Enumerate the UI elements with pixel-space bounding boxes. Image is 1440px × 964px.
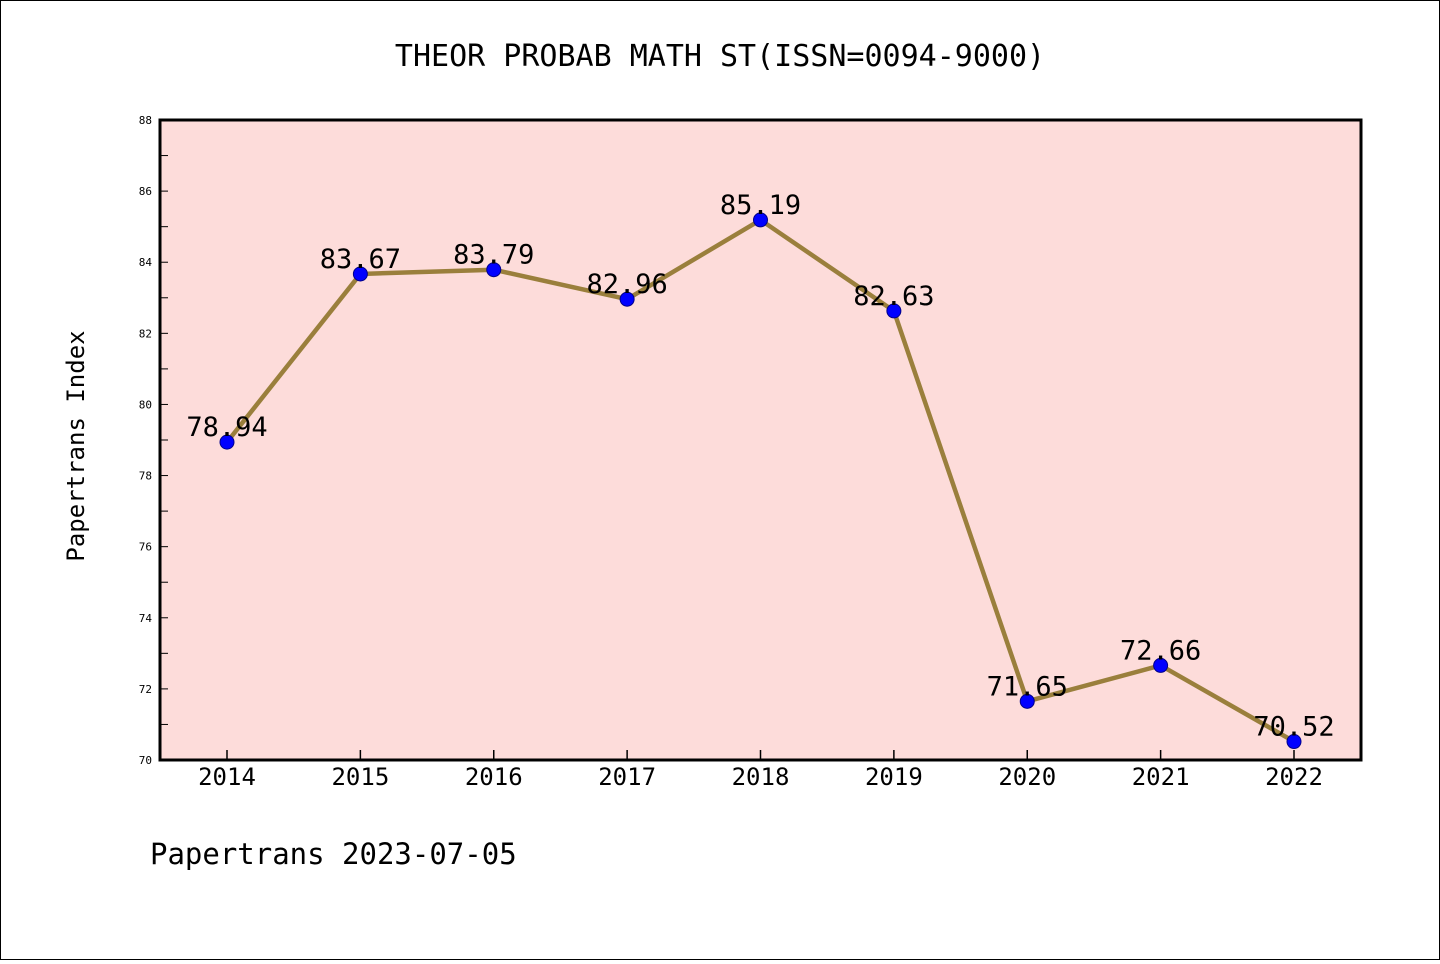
data-point [486, 262, 502, 278]
y-tick-label: 78 [139, 470, 152, 483]
data-label: 82.63 [853, 281, 934, 312]
y-tick-label: 88 [139, 114, 152, 127]
y-tick-label: 76 [139, 541, 152, 554]
y-tick-label: 72 [139, 683, 152, 696]
data-point [619, 291, 635, 307]
y-axis: 70 72 74 76 78 80 82 84 86 88 [139, 114, 168, 767]
data-label: 72.66 [1120, 635, 1201, 666]
data-point [753, 212, 768, 228]
data-label: 82.96 [586, 269, 667, 300]
y-tick-label: 74 [139, 612, 153, 625]
y-tick-label: 84 [139, 256, 153, 269]
data-point [219, 434, 235, 450]
x-tick-label: 2018 [732, 763, 790, 791]
footer-text: Papertrans 2023-07-05 [150, 837, 517, 871]
data-label: 85.19 [720, 190, 801, 221]
x-tick-label: 2019 [865, 763, 923, 791]
x-tick-label: 2016 [465, 763, 523, 791]
data-point [1153, 657, 1169, 673]
data-point [1286, 734, 1302, 750]
x-tick-label: 2017 [598, 763, 656, 791]
series-layer [219, 212, 1302, 750]
x-tick-label: 2022 [1265, 763, 1323, 791]
x-tick-label: 2020 [998, 763, 1056, 791]
plot-frame [158, 118, 1363, 762]
data-label: 83.67 [320, 244, 401, 275]
data-label-layer: 78.94 83.67 83.79 82.96 85.19 82.63 71.65 72.66… [186, 190, 1334, 743]
chart-title: THEOR PROBAB MATH ST(ISSN=0094-9000) [395, 39, 1045, 74]
x-tick-label: 2015 [331, 763, 389, 791]
x-tick-label: 2021 [1132, 763, 1190, 791]
y-axis-label: Papertrans Index [62, 330, 90, 561]
data-label: 71.65 [987, 671, 1068, 702]
x-tick-label: 2014 [198, 763, 256, 791]
y-tick-label: 82 [139, 327, 152, 340]
data-point [1019, 693, 1035, 709]
data-label: 83.79 [453, 240, 534, 271]
data-label: 70.52 [1253, 712, 1334, 743]
data-point [352, 266, 368, 282]
y-tick-label: 80 [139, 398, 152, 411]
y-tick-label: 86 [139, 185, 152, 198]
y-tick-label: 70 [139, 754, 152, 767]
x-axis: 2014 2015 2016 2017 2018 2019 2020 2021 2022 [198, 750, 1323, 791]
data-label: 78.94 [186, 412, 267, 443]
data-point [886, 303, 902, 319]
